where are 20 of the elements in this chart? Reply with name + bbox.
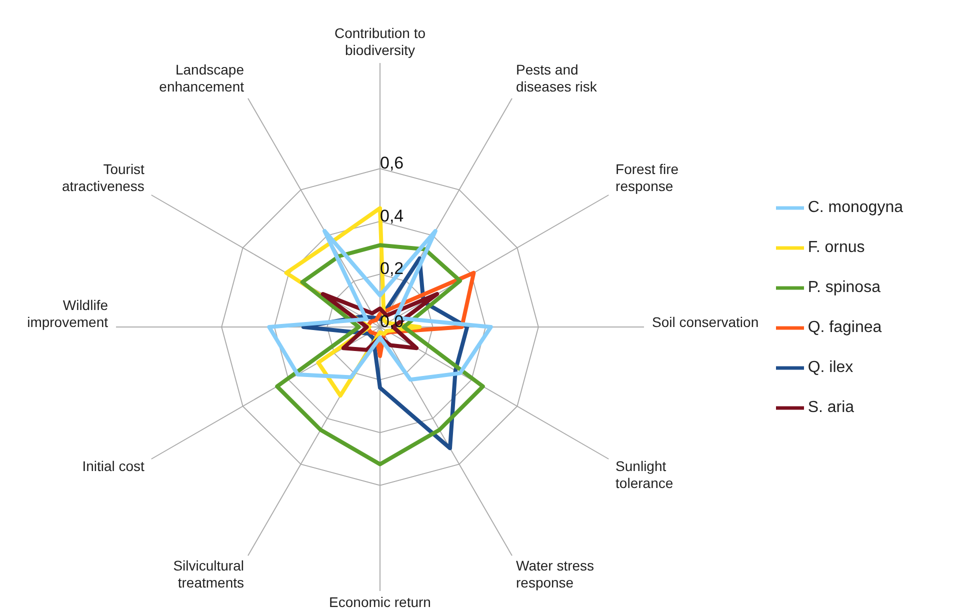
spoke-label: Water stress response xyxy=(516,558,594,591)
legend-label: Q. faginea xyxy=(808,319,882,336)
legend-label: F. ornus xyxy=(808,239,865,256)
spoke-label: Contribution to biodiversity xyxy=(334,25,426,58)
spoke-label: Economic return xyxy=(329,594,431,610)
spoke-label: Wildlife improvement xyxy=(27,297,108,330)
spoke-label: Pests and diseases risk xyxy=(516,61,598,94)
spoke-label: Silvicultural treatments xyxy=(173,558,244,591)
spoke-label: Sunlight tolerance xyxy=(616,458,674,491)
spoke-label: Forest fire response xyxy=(616,161,679,194)
legend-label: P. spinosa xyxy=(808,279,880,296)
legend-label: S. aria xyxy=(808,399,854,416)
spoke-label: Soil conservation xyxy=(652,314,759,330)
y-tick-label: 0,0 xyxy=(380,312,404,331)
spoke-label: Tourist atractiveness xyxy=(62,161,145,194)
legend-label: Q. ilex xyxy=(808,359,854,376)
spoke-label: Landscape enhancement xyxy=(159,61,244,94)
legend-label: C. monogyna xyxy=(808,199,903,216)
spoke-label: Initial cost xyxy=(82,458,145,474)
y-tick-label: 0,6 xyxy=(380,154,404,173)
